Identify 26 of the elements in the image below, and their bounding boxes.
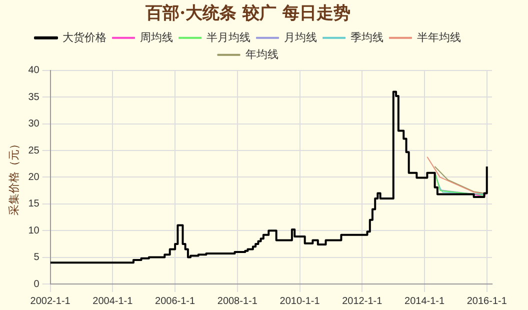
legend-label: 月均线 [284, 30, 317, 44]
x-tick-label: 2012-1-1 [342, 296, 383, 307]
legend-label: 半年均线 [417, 30, 461, 44]
x-tick-label: 2006-1-1 [155, 296, 196, 307]
y-tick-label: 15 [28, 198, 40, 210]
legend-label: 半月均线 [206, 30, 250, 44]
x-tick-label: 2016-1-1 [466, 296, 508, 307]
x-tick-label: 2004-1-1 [92, 296, 134, 307]
x-tick-label: 2014-1-1 [404, 296, 445, 307]
x-tick-label: 2008-1-1 [217, 296, 258, 307]
legend-label: 大货价格 [62, 30, 106, 44]
y-tick-label: 25 [28, 145, 40, 156]
y-tick-label: 10 [28, 225, 40, 236]
legend-label: 年均线 [245, 48, 278, 61]
y-tick-label: 0 [34, 278, 40, 290]
y-tick-label: 5 [34, 252, 40, 264]
x-tick-label: 2010-1-1 [280, 296, 320, 307]
x-tick-label: 2002-1-1 [30, 296, 71, 307]
y-axis-title: 采集价格（元） [7, 138, 20, 216]
y-tick-label: 40 [28, 65, 40, 76]
legend-label: 周均线 [140, 30, 173, 44]
chart-title: 百部·大统条 较广 每日走势 [144, 4, 350, 24]
y-tick-label: 30 [28, 118, 40, 130]
legend-label: 季均线 [350, 30, 384, 44]
y-tick-label: 35 [28, 92, 40, 103]
y-tick-label: 20 [28, 172, 40, 183]
